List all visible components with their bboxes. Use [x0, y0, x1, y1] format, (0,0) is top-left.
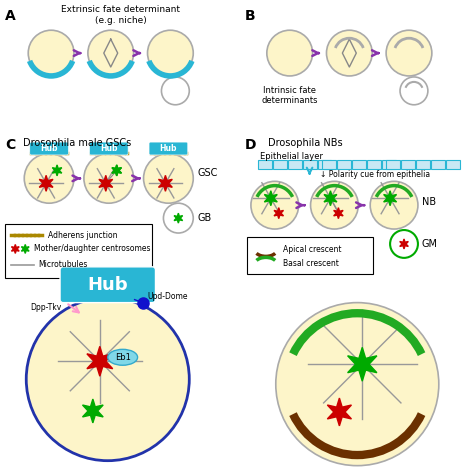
FancyBboxPatch shape — [247, 237, 373, 274]
Circle shape — [26, 298, 189, 461]
Polygon shape — [87, 346, 113, 376]
FancyBboxPatch shape — [30, 142, 69, 155]
Text: Adherens junction: Adherens junction — [48, 230, 118, 239]
FancyBboxPatch shape — [90, 142, 128, 155]
FancyBboxPatch shape — [5, 224, 152, 278]
Polygon shape — [264, 191, 277, 206]
Bar — [258, 161, 272, 169]
Text: Extrinsic fate determinant
(e.g. niche): Extrinsic fate determinant (e.g. niche) — [61, 5, 180, 25]
Circle shape — [162, 77, 189, 105]
Text: Hub: Hub — [40, 144, 58, 153]
Bar — [302, 161, 317, 169]
Polygon shape — [334, 208, 343, 219]
Text: NB: NB — [422, 197, 436, 207]
Polygon shape — [400, 239, 408, 249]
Text: GB: GB — [197, 213, 211, 223]
Polygon shape — [112, 165, 121, 176]
Circle shape — [276, 302, 439, 465]
Text: Upd-Dome: Upd-Dome — [147, 292, 188, 301]
Bar — [416, 161, 430, 169]
Polygon shape — [11, 245, 19, 254]
Circle shape — [390, 230, 418, 258]
Circle shape — [251, 182, 299, 229]
Text: GSC: GSC — [197, 168, 218, 178]
Polygon shape — [174, 213, 182, 223]
Circle shape — [164, 203, 193, 233]
Polygon shape — [158, 175, 173, 191]
Polygon shape — [347, 347, 377, 381]
Bar — [273, 161, 287, 169]
Polygon shape — [99, 175, 113, 191]
Circle shape — [24, 154, 74, 203]
Polygon shape — [274, 208, 283, 219]
Bar — [322, 161, 337, 169]
Text: Dpp-Tkv: Dpp-Tkv — [30, 303, 61, 312]
Text: ↓ Polarity cue from epithelia: ↓ Polarity cue from epithelia — [319, 170, 429, 179]
Circle shape — [327, 30, 372, 76]
Polygon shape — [328, 398, 351, 426]
Polygon shape — [82, 399, 103, 423]
Bar — [386, 161, 400, 169]
Polygon shape — [52, 165, 62, 176]
Circle shape — [370, 182, 418, 229]
Bar — [431, 161, 445, 169]
Text: Basal crescent: Basal crescent — [283, 259, 338, 268]
Circle shape — [267, 30, 312, 76]
Text: B: B — [245, 9, 255, 23]
Text: C: C — [5, 137, 16, 152]
Bar — [446, 161, 460, 169]
Text: Epithelial layer: Epithelial layer — [260, 153, 323, 162]
Circle shape — [400, 77, 428, 105]
Text: Drosophila male GSCs: Drosophila male GSCs — [23, 137, 131, 147]
Circle shape — [310, 182, 358, 229]
Bar — [401, 161, 415, 169]
Ellipse shape — [108, 349, 137, 365]
Polygon shape — [112, 165, 121, 176]
Text: Eb1: Eb1 — [115, 353, 131, 362]
FancyBboxPatch shape — [149, 142, 188, 155]
Bar — [288, 161, 301, 169]
Text: Microtubules: Microtubules — [38, 260, 88, 269]
Polygon shape — [39, 175, 53, 191]
Circle shape — [147, 30, 193, 76]
Text: GM: GM — [422, 239, 438, 249]
Circle shape — [88, 30, 134, 76]
Circle shape — [144, 154, 193, 203]
Text: Hub: Hub — [160, 144, 177, 153]
Bar — [352, 161, 366, 169]
Bar — [382, 161, 396, 169]
Polygon shape — [21, 245, 29, 254]
Bar — [367, 161, 381, 169]
Polygon shape — [324, 191, 337, 206]
Text: Hub: Hub — [100, 144, 118, 153]
Text: Intrinsic fate
determinants: Intrinsic fate determinants — [262, 86, 318, 105]
Text: Apical crescent: Apical crescent — [283, 246, 341, 255]
Circle shape — [28, 30, 74, 76]
Bar — [337, 161, 351, 169]
Text: A: A — [5, 9, 16, 23]
Bar — [318, 161, 331, 169]
Text: Drosophila NBs: Drosophila NBs — [268, 137, 342, 147]
Text: Hub: Hub — [87, 276, 128, 294]
Text: Mother/daughter centrosomes: Mother/daughter centrosomes — [34, 245, 151, 254]
FancyBboxPatch shape — [60, 267, 155, 302]
Circle shape — [386, 30, 432, 76]
Circle shape — [84, 154, 134, 203]
Text: D: D — [245, 137, 256, 152]
Polygon shape — [383, 191, 397, 206]
